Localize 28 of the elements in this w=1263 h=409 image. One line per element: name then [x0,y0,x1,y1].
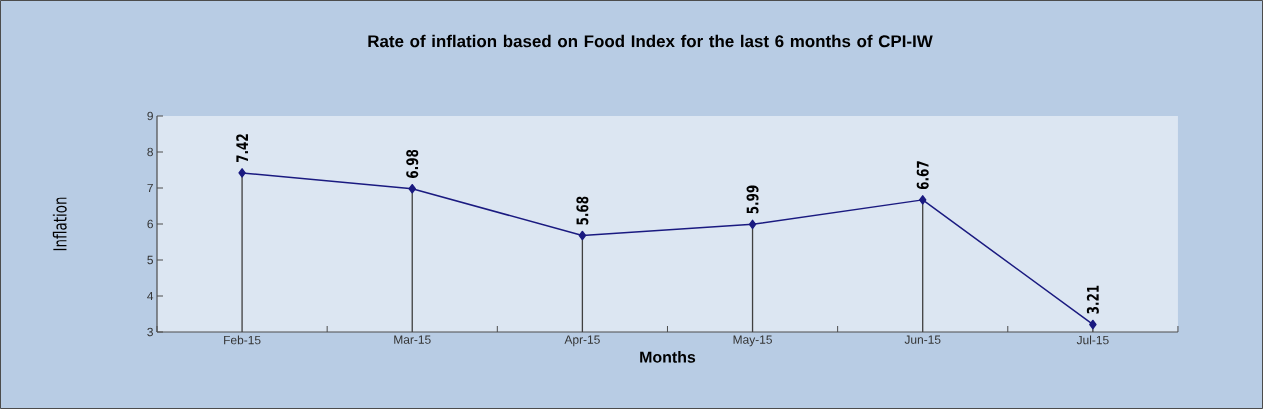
x-tick-label: Mar-15 [394,335,431,344]
point [578,230,587,241]
data-label: 5.68 [576,196,589,225]
data-label: 6.98 [406,149,419,178]
point [748,219,757,230]
y-tick-label: 7 [147,183,153,193]
x-tick-label: Feb-15 [224,335,261,345]
data-label: 7.42 [236,134,248,163]
x-tick-label: Jul-15 [1076,335,1109,345]
y-tick-label: 8 [147,147,153,157]
x-axis-title: Months [640,351,696,363]
point [1089,319,1097,330]
y-tick-label: 5 [147,255,153,265]
y-tick-label: 4 [147,291,154,301]
point [238,168,246,178]
point [408,183,416,194]
x-tick-label: Apr-15 [564,335,600,347]
data-label: 3.21 [1086,285,1099,314]
chart-title: Rate of inflation based on Food Index for the last 6 months of CPI-IW [368,34,933,48]
x-tick-label: Jun-15 [904,335,941,344]
point [918,195,927,205]
x-tick-label: May-15 [733,335,772,347]
y-axis-title: Inflation [52,197,67,251]
data-label: 5.99 [746,185,759,214]
y-tick-label: 9 [147,111,153,121]
y-tick-label: 6 [147,219,153,229]
data-label: 6.67 [916,161,929,190]
y-tick-label: 3 [147,327,153,337]
